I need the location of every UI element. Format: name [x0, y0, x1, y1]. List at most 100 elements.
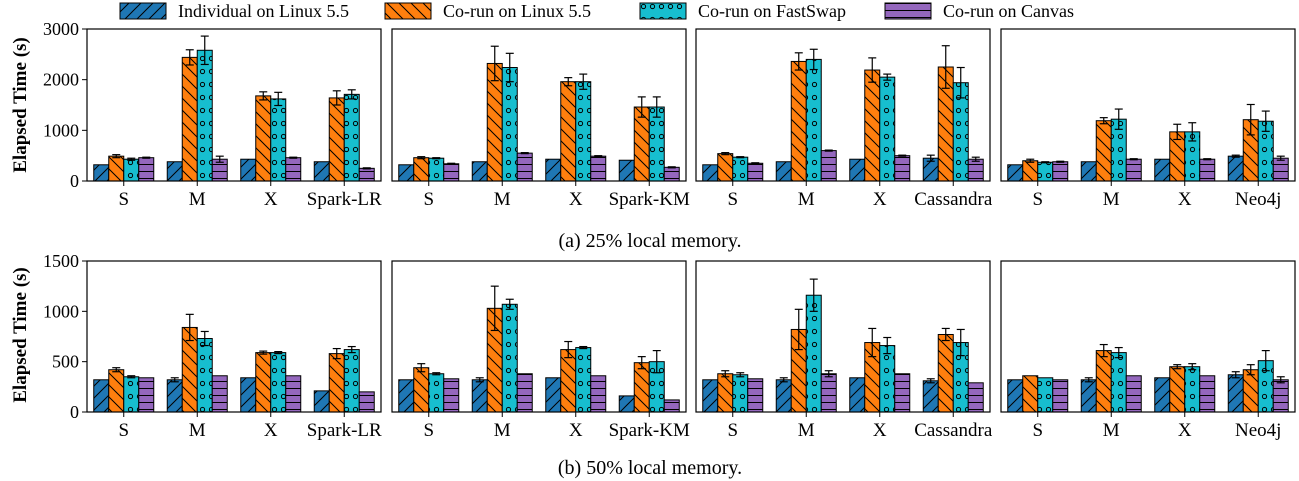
panel: S M X Neo4j: [1000, 28, 1296, 210]
bar: [196, 49, 213, 182]
bar: [747, 162, 764, 182]
bar: [1169, 366, 1186, 413]
bar: [775, 161, 792, 182]
bar: [648, 106, 665, 182]
bar: [1199, 375, 1216, 413]
bar: [93, 164, 110, 182]
bar: [285, 375, 302, 413]
bar: [443, 163, 460, 182]
bar: [1125, 158, 1142, 182]
bar: [270, 352, 287, 413]
bar: [501, 67, 518, 182]
ylabel-b: Elapsed Time (s): [10, 267, 31, 403]
bar: [1272, 379, 1289, 413]
bar: [1125, 375, 1142, 413]
x-tick-label: M: [189, 420, 206, 441]
x-tick-label: Spark-LR: [307, 420, 382, 441]
bar: [166, 161, 183, 182]
bar: [732, 156, 749, 182]
legend-label: Co-run on FastSwap: [698, 1, 846, 21]
panel-frame: [1000, 260, 1296, 413]
legend-label: Co-run on Canvas: [943, 1, 1074, 21]
bar: [358, 391, 375, 413]
x-tick-label: S: [118, 189, 129, 210]
bar: [398, 164, 415, 182]
bar: [849, 377, 866, 413]
x-tick-label: Cassandra: [914, 420, 993, 441]
y-tick-label: 500: [52, 352, 79, 372]
bar: [790, 60, 807, 182]
captions: (a) 25% local memory. (b) 50% local memo…: [10, 37, 742, 479]
bar: [560, 349, 577, 413]
bar: [937, 333, 954, 413]
bar: [1242, 369, 1259, 413]
bar: [343, 349, 360, 413]
bar: [1184, 366, 1201, 413]
y-tick-label: 3000: [43, 19, 79, 39]
bar: [967, 158, 984, 182]
x-tick-label: Neo4j: [1235, 189, 1281, 210]
x-tick-label: X: [1178, 420, 1192, 441]
bar: [343, 93, 360, 182]
x-tick-label: M: [189, 189, 206, 210]
bar: [1154, 158, 1171, 182]
bar: [138, 377, 155, 413]
x-tick-label: S: [727, 420, 738, 441]
bar: [1095, 350, 1112, 413]
bar: [1080, 379, 1097, 413]
bar: [1272, 157, 1289, 182]
bar: [240, 377, 257, 413]
bar: [633, 362, 650, 413]
panel-frame: [695, 28, 991, 182]
bar: [560, 81, 577, 182]
bar: [1022, 160, 1039, 182]
bar: [717, 153, 734, 182]
bar: [413, 367, 430, 413]
bar: [313, 390, 330, 413]
bar: [166, 379, 183, 413]
bar: [1154, 377, 1171, 413]
bar: [1227, 374, 1244, 413]
bar: [516, 152, 533, 182]
bar: [93, 379, 110, 413]
bar: [413, 157, 430, 182]
x-tick-label: S: [1032, 420, 1043, 441]
panels: 0 1000 2000 3000 S M X Spark-LR S M X Spark-KM S M X Ca…: [43, 19, 1296, 441]
bar: [270, 98, 287, 182]
bar: [313, 161, 330, 182]
x-tick-label: M: [798, 420, 815, 441]
bar: [1080, 161, 1097, 182]
bar: [545, 377, 562, 413]
legend-label: Co-run on Linux 5.5: [443, 1, 591, 21]
bar: [471, 379, 488, 413]
bar: [1007, 379, 1024, 413]
x-tick-label: Spark-LR: [307, 189, 382, 210]
x-tick-label: X: [873, 189, 887, 210]
bar: [894, 155, 911, 182]
bar: [196, 338, 213, 413]
bar: [123, 158, 140, 182]
x-tick-label: M: [798, 189, 815, 210]
bar: [428, 373, 445, 413]
bar: [849, 158, 866, 182]
bar: [1022, 375, 1039, 413]
legend: Individual on Linux 5.5 Co-run on Linux 5…: [119, 1, 1074, 21]
legend-item: Co-run on Linux 5.5: [384, 1, 591, 21]
bar: [618, 159, 635, 182]
legend-swatch: [384, 2, 432, 20]
x-tick-label: S: [727, 189, 738, 210]
bar: [732, 374, 749, 413]
panel: 0 500 1000 1500 S M X Spark-LR: [43, 251, 382, 441]
bar: [328, 353, 345, 413]
legend-swatch: [884, 2, 932, 20]
bar: [967, 382, 984, 413]
bar: [590, 375, 607, 413]
bar: [328, 97, 345, 182]
bar: [575, 347, 592, 413]
bar: [1052, 161, 1069, 182]
bar: [108, 369, 125, 413]
caption-a: (a) 25% local memory.: [558, 230, 741, 252]
bar: [618, 395, 635, 413]
y-tick-label: 1000: [43, 301, 79, 321]
bar: [1007, 164, 1024, 182]
